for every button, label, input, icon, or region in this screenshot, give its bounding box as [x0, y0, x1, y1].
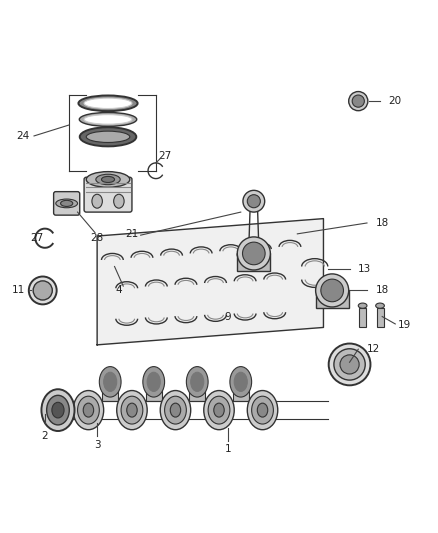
Ellipse shape: [147, 372, 160, 391]
Ellipse shape: [334, 349, 365, 380]
Ellipse shape: [47, 395, 69, 425]
Bar: [146, 384, 162, 401]
Ellipse shape: [92, 194, 102, 208]
Text: 27: 27: [158, 150, 171, 160]
Ellipse shape: [243, 190, 265, 212]
Ellipse shape: [230, 367, 252, 397]
Ellipse shape: [73, 391, 104, 430]
FancyBboxPatch shape: [84, 177, 132, 212]
Ellipse shape: [165, 396, 186, 424]
Ellipse shape: [83, 403, 94, 417]
Text: 11: 11: [12, 286, 25, 295]
Bar: [359, 308, 366, 327]
Ellipse shape: [328, 344, 371, 385]
Ellipse shape: [52, 402, 64, 418]
Text: 18: 18: [376, 286, 389, 295]
Text: 18: 18: [376, 218, 389, 228]
Ellipse shape: [96, 174, 120, 184]
Ellipse shape: [160, 391, 191, 430]
Ellipse shape: [252, 396, 273, 424]
Ellipse shape: [358, 303, 367, 308]
Ellipse shape: [80, 127, 136, 147]
Ellipse shape: [208, 396, 230, 424]
Ellipse shape: [214, 403, 224, 417]
Bar: [233, 384, 249, 401]
Ellipse shape: [247, 195, 260, 208]
Ellipse shape: [321, 279, 343, 302]
Ellipse shape: [33, 281, 52, 300]
Ellipse shape: [78, 396, 99, 424]
Ellipse shape: [127, 403, 137, 417]
Ellipse shape: [257, 403, 268, 417]
Text: 2: 2: [42, 431, 48, 441]
Ellipse shape: [243, 242, 265, 265]
Ellipse shape: [352, 95, 364, 107]
Text: 21: 21: [125, 229, 138, 239]
Ellipse shape: [170, 403, 181, 417]
Ellipse shape: [143, 367, 165, 397]
Ellipse shape: [234, 372, 247, 391]
Ellipse shape: [376, 303, 385, 308]
Bar: [316, 290, 349, 308]
Text: 19: 19: [397, 320, 411, 330]
Ellipse shape: [114, 194, 124, 208]
Ellipse shape: [316, 274, 349, 307]
Text: 3: 3: [94, 440, 100, 450]
Ellipse shape: [29, 277, 57, 304]
Ellipse shape: [340, 355, 359, 374]
Ellipse shape: [247, 391, 278, 430]
Bar: [237, 254, 270, 271]
Ellipse shape: [191, 372, 204, 391]
Text: 27: 27: [31, 233, 44, 243]
Ellipse shape: [42, 389, 74, 431]
Ellipse shape: [56, 199, 78, 208]
Bar: [102, 384, 118, 401]
Ellipse shape: [79, 112, 137, 126]
FancyBboxPatch shape: [53, 192, 80, 215]
Bar: [377, 308, 384, 327]
Text: 4: 4: [116, 286, 122, 295]
Ellipse shape: [84, 115, 132, 124]
Bar: [189, 384, 205, 401]
Ellipse shape: [121, 396, 143, 424]
Ellipse shape: [99, 367, 121, 397]
Ellipse shape: [86, 172, 130, 187]
Text: 24: 24: [17, 131, 30, 141]
Text: 28: 28: [91, 233, 104, 243]
Ellipse shape: [86, 131, 130, 142]
Ellipse shape: [237, 237, 270, 270]
Text: 13: 13: [358, 264, 371, 273]
Ellipse shape: [349, 92, 368, 111]
Ellipse shape: [204, 391, 234, 430]
Ellipse shape: [78, 95, 138, 111]
Text: 20: 20: [389, 96, 402, 106]
Ellipse shape: [186, 367, 208, 397]
Ellipse shape: [60, 200, 73, 206]
Ellipse shape: [102, 176, 115, 182]
Polygon shape: [97, 219, 323, 345]
Ellipse shape: [84, 98, 132, 109]
Ellipse shape: [104, 372, 117, 391]
Text: 9: 9: [224, 312, 231, 321]
Ellipse shape: [117, 391, 147, 430]
Text: 1: 1: [224, 445, 231, 454]
Text: 12: 12: [367, 344, 380, 354]
